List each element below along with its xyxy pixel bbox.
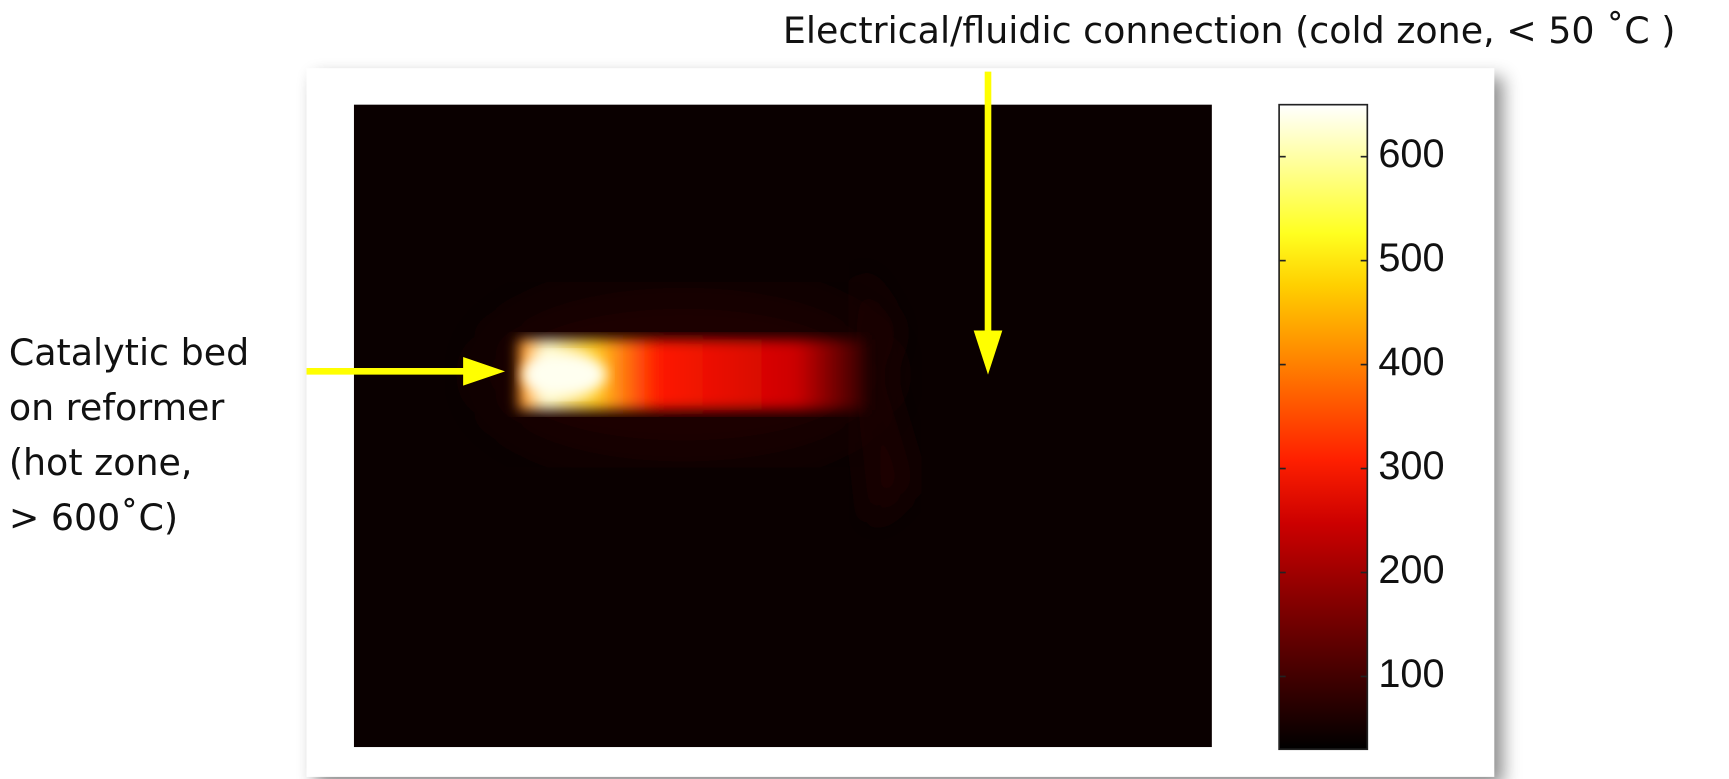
tick-label: 500 — [1378, 236, 1444, 280]
annotation: on reformer — [9, 386, 225, 429]
annotation: Catalytic bed — [9, 331, 249, 374]
tick-label: 100 — [1378, 652, 1444, 696]
annotation: Electrical/fluidic connection (cold zone… — [783, 9, 1676, 52]
tick-label: 300 — [1378, 444, 1444, 488]
colorbar — [1279, 105, 1367, 750]
figure: 100 200 300 400 500 600 Electrical/fluidic co… — [0, 0, 1729, 779]
tick-label: 200 — [1378, 548, 1444, 592]
tick-label: 600 — [1378, 132, 1444, 176]
annotation: > 600˚C) — [9, 496, 178, 539]
tick-label: 400 — [1378, 340, 1444, 384]
annotation: (hot zone, — [9, 441, 193, 484]
